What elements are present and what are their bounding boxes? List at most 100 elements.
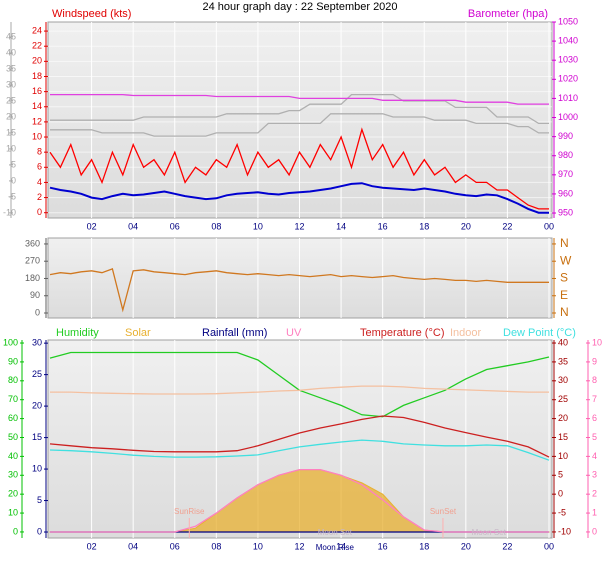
y-tick-label: 40: [558, 337, 568, 347]
y-tick-label: -10: [3, 207, 16, 217]
y-tick-label: 4: [37, 177, 42, 187]
annotation: SunSet: [430, 507, 457, 516]
y-tick-label: -5: [8, 191, 16, 201]
y-tick-label: 35: [6, 63, 16, 73]
y-tick-label: S: [560, 271, 568, 285]
y-tick-label: 5: [558, 470, 563, 480]
x-tick-label: 02: [87, 541, 97, 551]
line: [49, 127, 549, 210]
line: [50, 385, 549, 395]
y-tick-label: 0: [13, 526, 18, 536]
y-tick-label: 20: [6, 111, 16, 121]
y-tick-label: 1000: [558, 112, 578, 122]
y-tick-label: 18: [32, 71, 42, 81]
y-tick-label: 90: [8, 356, 18, 366]
x-tick-label: 22: [502, 221, 512, 231]
x-tick-label: 00: [544, 221, 554, 231]
y-tick-label: 4: [592, 451, 597, 461]
y-tick-label: 20: [558, 413, 568, 423]
y-tick-label: 980: [558, 150, 573, 160]
y-tick-label: 1010: [558, 93, 578, 103]
y-tick-label: 5: [37, 495, 42, 505]
y-tick-label: 10: [8, 507, 18, 517]
annotation: Moon Set: [472, 528, 507, 537]
y-tick-label: 60: [8, 413, 18, 423]
y-tick-label: 0: [558, 489, 563, 499]
y-tick-label: 40: [8, 451, 18, 461]
x-tick-label: 08: [211, 221, 221, 231]
x-tick-label: 16: [378, 541, 388, 551]
annotation: Moon Rise: [316, 543, 355, 552]
y-tick-label: 9: [592, 356, 597, 366]
y-tick-label: 10: [592, 337, 602, 347]
y-tick-label: 7: [592, 394, 597, 404]
x-tick-label: 16: [378, 221, 388, 231]
y-tick-label: 15: [32, 432, 42, 442]
y-tick-label: -10: [558, 526, 571, 536]
y-tick-label: 270: [25, 256, 40, 266]
y-tick-label: 30: [558, 375, 568, 385]
legend-entry: Solar: [125, 327, 151, 339]
y-tick-label: 20: [32, 400, 42, 410]
y-tick-label: 10: [32, 131, 42, 141]
x-tick-label: 04: [128, 221, 138, 231]
y-tick-label: 30: [32, 338, 42, 348]
y-tick-label: 8: [592, 375, 597, 385]
legend-entry: Rainfall (mm): [202, 327, 267, 339]
y-tick-label: 2: [592, 489, 597, 499]
y-tick-label: 6: [37, 162, 42, 172]
legend-entry: Dew Point (°C): [503, 327, 576, 339]
y-tick-label: 360: [25, 238, 40, 248]
y-tick-label: 16: [32, 86, 42, 96]
y-tick-label: 20: [32, 56, 42, 66]
y-tick-label: E: [560, 288, 568, 302]
y-tick-label: 1: [592, 507, 597, 517]
y-tick-label: 0: [37, 526, 42, 536]
y-tick-label: 25: [6, 95, 16, 105]
x-tick-label: 14: [336, 221, 346, 231]
y-tick-label: 70: [8, 394, 18, 404]
legend-entry: Temperature (°C): [360, 327, 444, 339]
y-tick-label: 40: [6, 47, 16, 57]
y-tick-label: 10: [6, 143, 16, 153]
x-tick-label: 12: [294, 221, 304, 231]
x-tick-label: 08: [211, 541, 221, 551]
y-tick-label: 960: [558, 188, 573, 198]
y-tick-label: 6: [592, 413, 597, 423]
y-tick-label: 15: [558, 432, 568, 442]
y-axis-title: Windspeed (kts): [52, 8, 131, 20]
line: [49, 268, 549, 313]
y-tick-label: 25: [558, 394, 568, 404]
x-tick-label: 00: [544, 541, 554, 551]
y-tick-label: 8: [37, 147, 42, 157]
line: [49, 415, 550, 458]
line: [50, 113, 549, 137]
y-tick-label: 0: [11, 175, 16, 185]
annotation: SunRise: [174, 507, 205, 516]
y-tick-label: N: [560, 305, 569, 319]
y-tick-label: 970: [558, 169, 573, 179]
line: [49, 182, 549, 214]
x-tick-label: 14: [336, 541, 346, 551]
y-tick-label: 5: [11, 159, 16, 169]
x-tick-label: 20: [461, 541, 471, 551]
y-tick-label: 1050: [558, 16, 578, 26]
x-tick-label: 22: [502, 541, 512, 551]
y-tick-label: 35: [558, 356, 568, 366]
y-tick-label: 25: [32, 369, 42, 379]
y2-axis-title: Barometer (hpa): [468, 8, 548, 20]
y-tick-label: 950: [558, 207, 573, 217]
y-tick-label: 80: [8, 375, 18, 385]
y-tick-label: 1040: [558, 35, 578, 45]
legend-entry: Humidity: [56, 327, 99, 339]
y-tick-label: 45: [6, 31, 16, 41]
x-tick-label: 18: [419, 541, 429, 551]
y-tick-label: 10: [558, 451, 568, 461]
y-tick-label: 14: [32, 101, 42, 111]
y-tick-label: 100: [3, 337, 18, 347]
x-tick-label: 06: [170, 541, 180, 551]
x-tick-label: 20: [461, 221, 471, 231]
y-tick-label: 180: [25, 273, 40, 283]
y-tick-label: 3: [592, 470, 597, 480]
